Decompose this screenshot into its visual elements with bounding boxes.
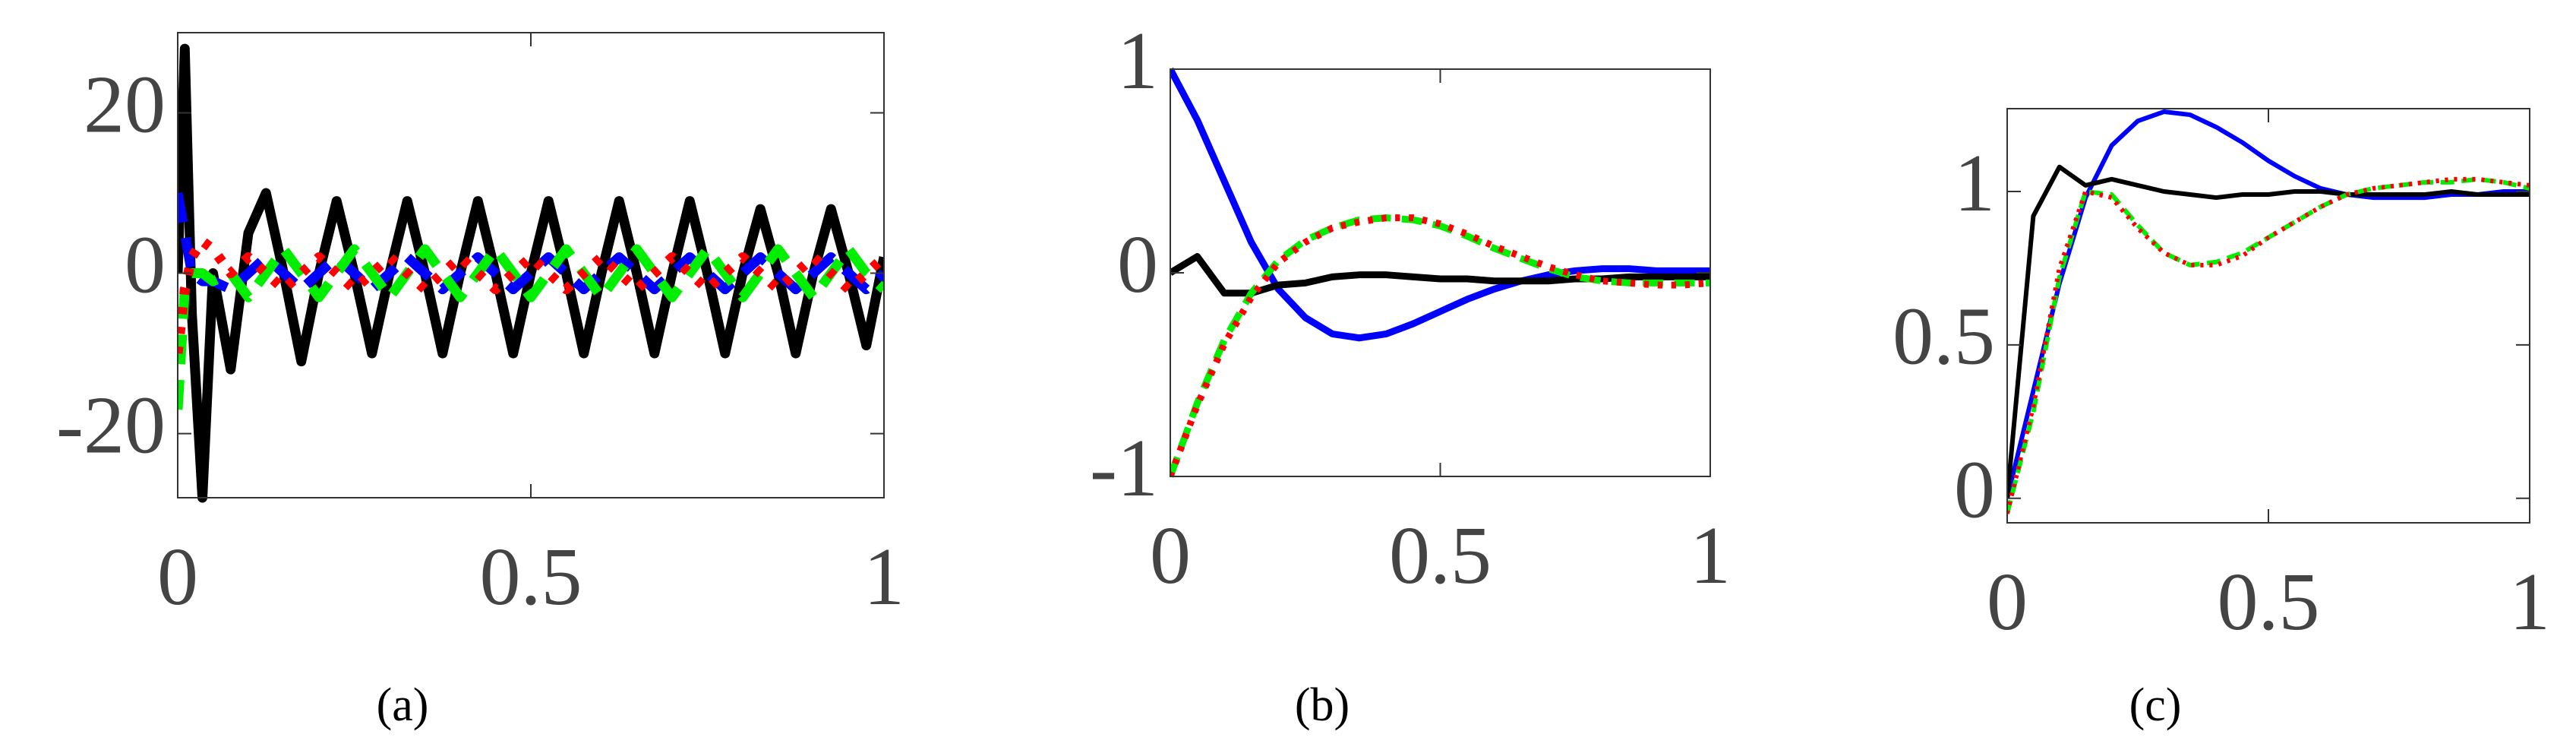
series-line [1170,214,1710,478]
caption: (c) [2129,679,2182,731]
y-tick-label: 1 [1117,16,1158,106]
x-tick-label: 1 [863,532,904,622]
plot-frame [2006,108,2530,524]
series-line [1170,67,1710,342]
y-tick-label: 0 [125,220,166,310]
plot-frame [1170,68,1711,477]
series-line [1170,253,1710,297]
series-line [178,244,884,410]
x-tick-label: 0.5 [2218,557,2320,647]
x-tick-label: 0 [1987,557,2028,647]
y-tick-label: 0 [1954,445,1995,535]
x-tick-label: 0.5 [1389,511,1492,601]
y-tick-label: 1 [1954,138,1995,229]
series-line [178,191,884,295]
series-line [178,43,884,503]
series-line [1170,214,1710,478]
caption: (a) [377,679,429,731]
series-line [2007,109,2530,499]
x-tick-label: 0.5 [480,532,582,622]
y-tick-label: 0.5 [1893,292,1995,382]
caption: (b) [1295,679,1350,731]
series-line [2007,164,2530,498]
x-tick-label: 1 [2509,557,2550,647]
series-line [2007,176,2530,514]
series-line [178,236,884,354]
x-tick-label: 0 [157,532,198,622]
y-tick-label: 0 [1117,220,1158,310]
y-tick-label: -1 [1090,423,1158,514]
x-tick-label: 0 [1150,511,1191,601]
y-tick-label: -20 [56,380,166,470]
x-tick-label: 1 [1690,511,1731,601]
series-line [2007,176,2530,514]
y-tick-label: 20 [84,59,166,150]
